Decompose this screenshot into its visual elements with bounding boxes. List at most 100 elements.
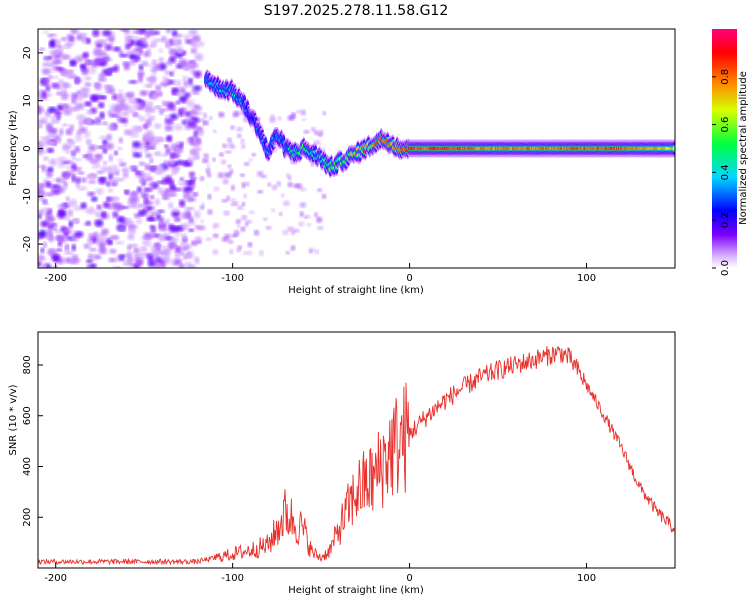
colorbar-tick-label: 0.8 — [720, 69, 731, 85]
noise-blob — [188, 264, 196, 268]
noise-blob — [201, 202, 205, 209]
noise-blob — [106, 133, 113, 141]
noise-blob — [158, 48, 164, 53]
noise-blob — [168, 56, 177, 63]
noise-blob — [164, 218, 170, 226]
noise-blob — [109, 248, 117, 254]
noise-blob — [288, 175, 292, 181]
noise-blob — [287, 115, 295, 121]
noise-blob — [146, 48, 151, 53]
noise-blob — [80, 202, 87, 210]
noise-blob — [133, 264, 140, 268]
noise-blob — [165, 78, 170, 82]
noise-blob — [164, 177, 172, 184]
noise-blob — [88, 179, 97, 184]
noise-blob — [111, 164, 119, 173]
noise-blob — [247, 219, 253, 224]
noise-blob — [102, 201, 111, 209]
noise-blob — [178, 199, 186, 208]
noise-blob — [243, 250, 248, 255]
noise-blob — [111, 93, 118, 101]
noise-blob — [184, 92, 191, 98]
noise-blob — [217, 172, 225, 179]
noise-blob — [212, 222, 220, 228]
noise-blob — [56, 234, 64, 241]
noise-blob — [57, 204, 67, 209]
noise-blob — [130, 58, 135, 66]
noise-blob — [138, 64, 144, 71]
noise-blob — [175, 92, 185, 97]
noise-blob — [101, 39, 108, 47]
noise-blob — [85, 259, 93, 264]
noise-blob — [140, 235, 150, 240]
noise-blob — [148, 182, 156, 187]
noise-blob — [107, 36, 116, 42]
noise-blob — [125, 35, 133, 41]
noise-blob — [213, 186, 220, 192]
noise-blob — [166, 135, 173, 143]
noise-blob — [164, 256, 170, 265]
noise-blob — [192, 37, 200, 42]
y-tick-label: 200 — [22, 508, 33, 527]
noise-blob — [192, 85, 202, 91]
noise-blob — [38, 123, 43, 129]
noise-blob — [143, 84, 154, 88]
noise-blob — [303, 130, 310, 134]
noise-blob — [64, 257, 73, 264]
noise-blob — [142, 238, 152, 247]
noise-blob — [47, 106, 58, 114]
noise-blob — [103, 121, 108, 125]
noise-blob — [143, 173, 152, 177]
noise-blob — [147, 211, 153, 216]
noise-blob — [73, 158, 83, 162]
noise-blob — [100, 210, 107, 219]
noise-blob — [193, 70, 202, 79]
noise-blob — [113, 150, 119, 156]
noise-blob — [108, 114, 119, 118]
noise-blob — [77, 171, 85, 175]
noise-blob — [182, 211, 192, 219]
noise-blob — [56, 116, 61, 120]
noise-blob — [102, 147, 108, 154]
noise-blob — [42, 62, 51, 67]
noise-blob — [116, 94, 125, 99]
noise-blob — [207, 209, 213, 215]
noise-blob — [102, 160, 108, 165]
noise-blob — [49, 38, 57, 47]
noise-blob — [54, 38, 61, 47]
noise-blob — [129, 133, 140, 138]
noise-blob — [277, 116, 282, 121]
noise-blob — [212, 157, 216, 162]
noise-blob — [292, 229, 300, 233]
noise-blob — [75, 177, 81, 184]
noise-blob — [66, 164, 73, 171]
noise-blob — [111, 196, 120, 201]
noise-blob — [309, 249, 313, 254]
noise-blob — [127, 233, 135, 241]
noise-blob — [300, 110, 306, 116]
noise-blob — [108, 240, 113, 245]
noise-blob — [61, 37, 67, 41]
noise-blob — [118, 254, 127, 258]
noise-blob — [173, 79, 183, 87]
noise-blob — [143, 199, 149, 205]
noise-blob — [38, 254, 45, 261]
noise-blob — [50, 184, 61, 189]
noise-blob — [61, 45, 69, 50]
noise-blob — [43, 201, 49, 206]
noise-blob — [61, 103, 69, 109]
noise-blob — [203, 153, 209, 159]
noise-blob — [169, 113, 179, 120]
noise-blob — [195, 137, 202, 145]
noise-blob — [42, 30, 50, 35]
noise-blob — [56, 91, 63, 96]
noise-blob — [56, 248, 63, 252]
noise-blob — [166, 29, 172, 34]
noise-blob — [121, 167, 130, 173]
noise-blob — [134, 258, 144, 265]
noise-blob — [80, 64, 87, 71]
noise-blob — [169, 258, 175, 265]
noise-blob — [86, 109, 93, 115]
noise-blob — [98, 135, 109, 140]
colorbar-label: Normalized spectral amplitude — [738, 71, 749, 225]
